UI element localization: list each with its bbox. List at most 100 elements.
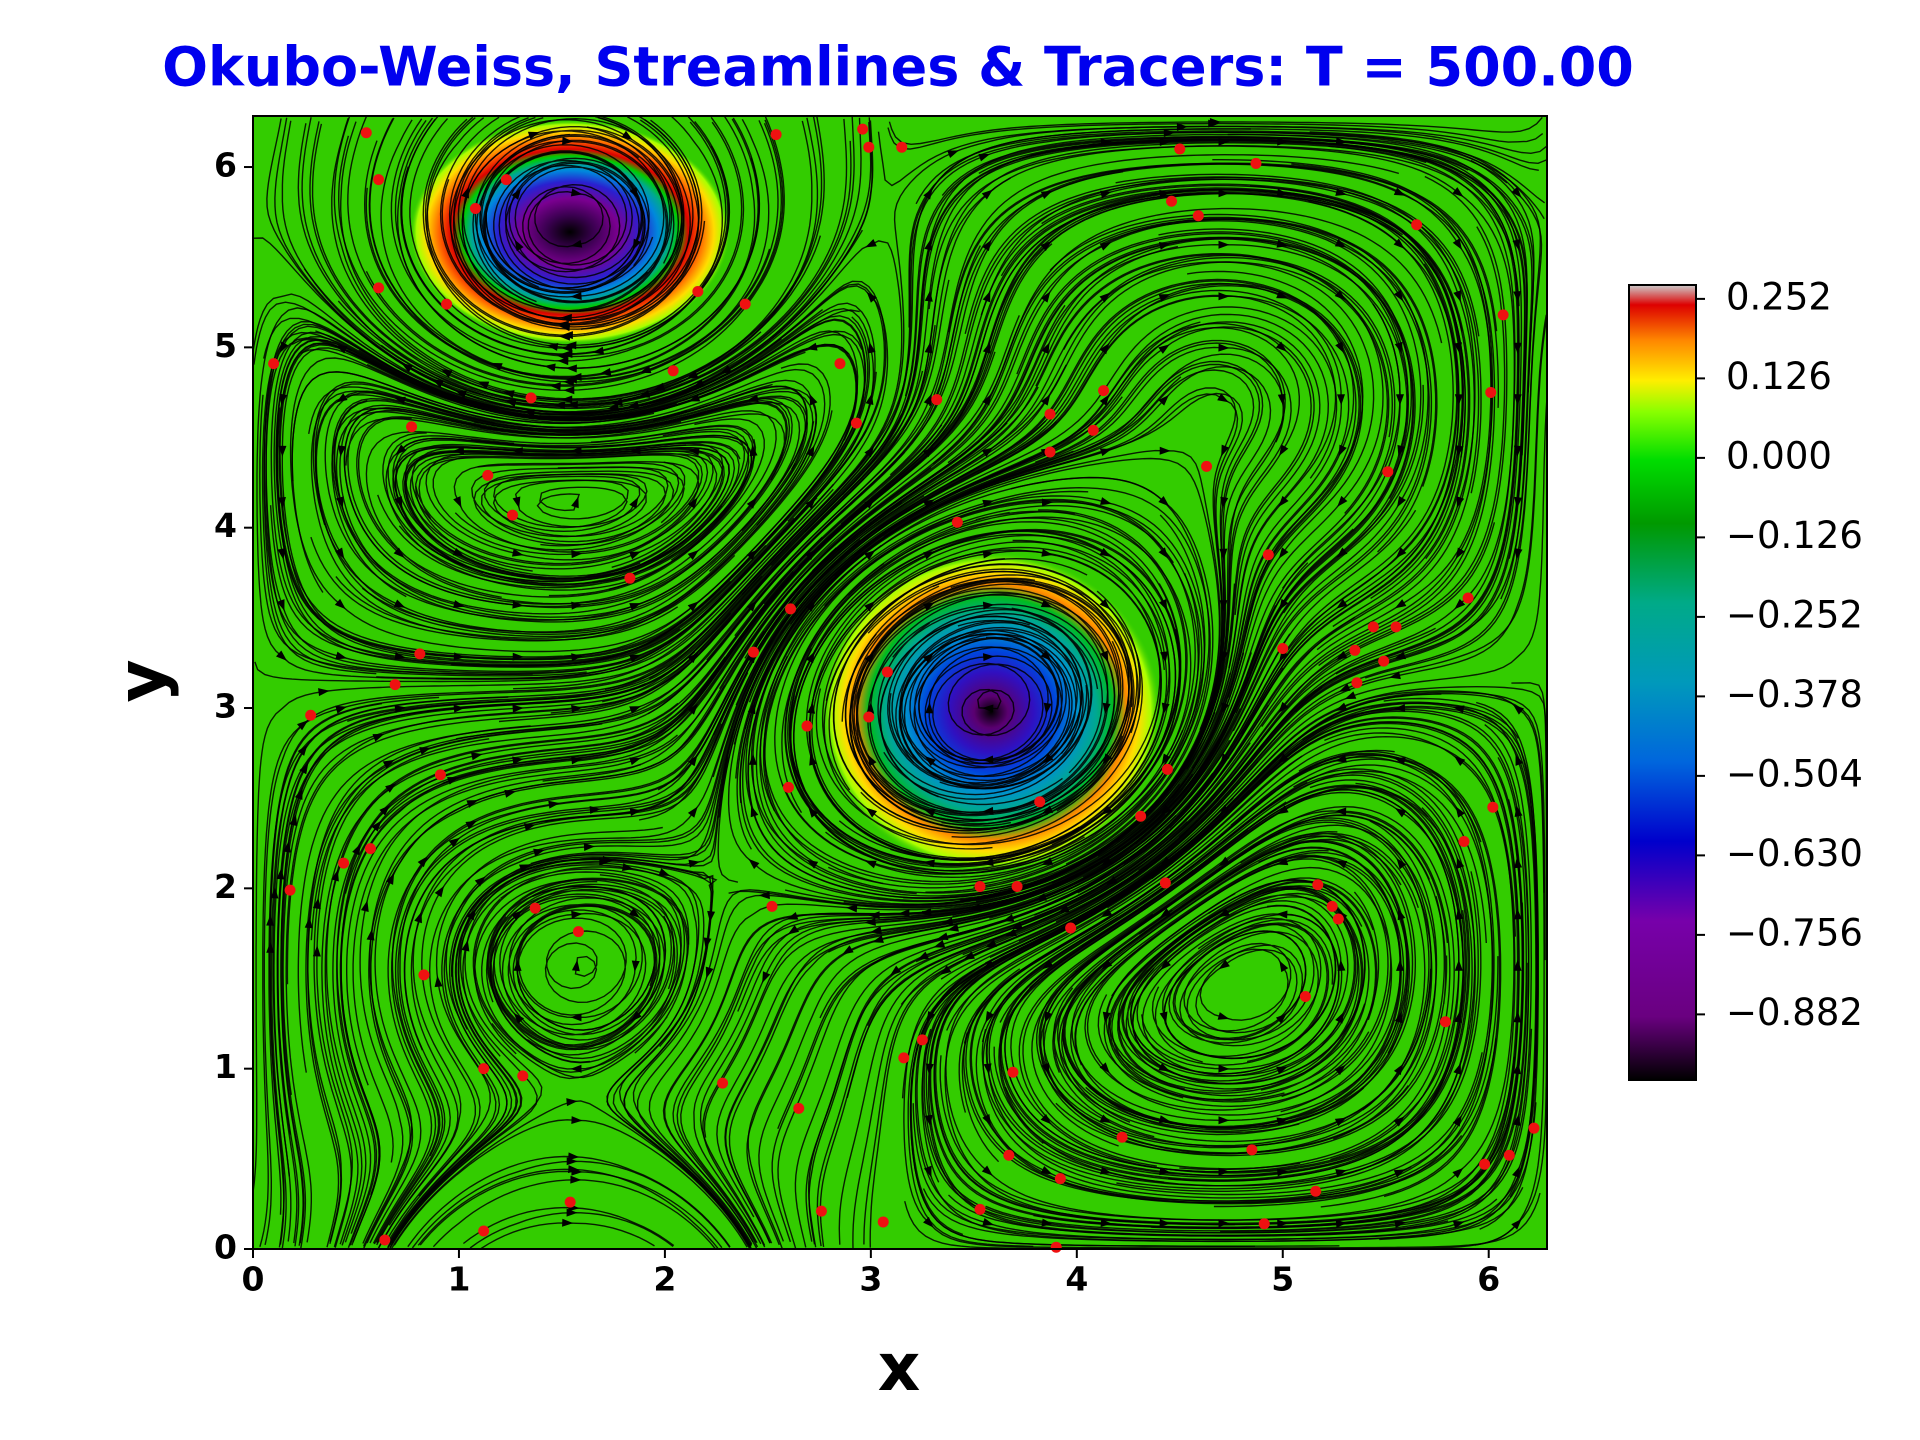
stream-arrow bbox=[872, 935, 884, 943]
tracer bbox=[1487, 801, 1499, 813]
stream-arrow bbox=[805, 600, 816, 612]
stream-arrow bbox=[629, 706, 641, 714]
stream-arrow bbox=[1337, 394, 1346, 406]
stream-arrow bbox=[1099, 342, 1110, 355]
tracer bbox=[1262, 549, 1274, 561]
tracer bbox=[525, 392, 537, 404]
stream-arrow bbox=[571, 1116, 583, 1125]
stream-arrow bbox=[1158, 394, 1169, 406]
stream-arrow bbox=[746, 497, 757, 509]
tracer bbox=[766, 900, 778, 912]
stream-arrow bbox=[1040, 394, 1051, 406]
stream-arrow bbox=[1394, 599, 1407, 609]
stream-arrow bbox=[393, 547, 405, 558]
stream-arrow bbox=[571, 496, 579, 509]
stream-arrow bbox=[1512, 238, 1521, 251]
tracer bbox=[1528, 1122, 1540, 1134]
tracer bbox=[500, 174, 512, 186]
tracer bbox=[1044, 446, 1056, 458]
y-tick-label: 0 bbox=[214, 1228, 237, 1267]
tracer bbox=[931, 394, 943, 406]
stream-arrow bbox=[1217, 393, 1229, 403]
stream-arrow bbox=[1099, 598, 1111, 610]
stream-arrow bbox=[1513, 1062, 1522, 1075]
stream-arrow bbox=[335, 547, 345, 559]
stream-arrow bbox=[748, 858, 760, 870]
stream-arrow bbox=[629, 603, 641, 611]
axes-frame bbox=[252, 115, 1548, 1250]
stream-arrow bbox=[448, 837, 461, 848]
stream-arrow bbox=[1394, 341, 1403, 354]
stream-arrow bbox=[1454, 598, 1466, 610]
x-tick-label: 1 bbox=[447, 1260, 470, 1299]
stream-arrow bbox=[923, 446, 934, 458]
stream-arrow bbox=[982, 601, 995, 610]
stream-arrow bbox=[1208, 119, 1220, 128]
stream-arrow bbox=[335, 651, 347, 660]
colorbar-tick-label: −0.882 bbox=[1726, 991, 1863, 1034]
stream-arrow bbox=[1218, 343, 1230, 352]
stream-arrow bbox=[867, 341, 876, 354]
stream-arrow bbox=[360, 900, 369, 912]
stream-arrow bbox=[1099, 1062, 1110, 1074]
stream-arrow bbox=[1454, 394, 1463, 406]
stream-arrow bbox=[434, 975, 443, 988]
stream-arrow bbox=[923, 652, 934, 664]
tracer bbox=[529, 902, 541, 914]
stream-arrow bbox=[561, 395, 573, 404]
tracer bbox=[624, 572, 636, 584]
stream-arrow bbox=[1276, 910, 1288, 919]
stream-arrow bbox=[395, 444, 407, 455]
tracer bbox=[951, 516, 963, 528]
stream-arrow bbox=[1334, 1064, 1346, 1076]
stream-arrow bbox=[1336, 599, 1348, 609]
stream-arrow bbox=[865, 807, 878, 818]
tracer bbox=[478, 1225, 490, 1237]
tracer bbox=[564, 1196, 576, 1208]
tracer bbox=[747, 646, 759, 658]
stream-arrow bbox=[504, 789, 516, 798]
stream-arrow bbox=[923, 1216, 934, 1228]
stream-arrow bbox=[1278, 495, 1289, 507]
tracer bbox=[1065, 922, 1077, 934]
tracer bbox=[1003, 1149, 1015, 1161]
stream-arrow bbox=[512, 704, 524, 713]
stream-arrow bbox=[806, 859, 819, 869]
stream-arrow bbox=[842, 945, 854, 955]
stream-arrow bbox=[1218, 240, 1230, 249]
stream-arrow bbox=[925, 702, 934, 714]
tracer bbox=[305, 709, 317, 721]
stream-arrow bbox=[688, 447, 700, 456]
tracer bbox=[414, 648, 426, 660]
stream-arrow bbox=[1218, 959, 1230, 970]
stream-arrow bbox=[1276, 290, 1288, 299]
tracer bbox=[1246, 1144, 1258, 1156]
stream-arrow bbox=[686, 370, 699, 379]
stream-arrow bbox=[1337, 495, 1348, 507]
stream-arrow bbox=[318, 688, 330, 697]
stream-arrow bbox=[394, 652, 406, 661]
tracer bbox=[1503, 1149, 1515, 1161]
y-tick-label: 5 bbox=[214, 326, 237, 365]
stream-arrow bbox=[583, 842, 595, 851]
stream-arrow bbox=[687, 703, 698, 715]
tracer bbox=[1011, 881, 1023, 893]
tracer bbox=[1390, 621, 1402, 633]
stream-arrow bbox=[1160, 651, 1168, 663]
stream-arrow bbox=[571, 550, 583, 559]
tracer bbox=[1250, 157, 1262, 169]
y-axis-label: y bbox=[103, 659, 180, 702]
stream-arrow bbox=[337, 445, 346, 457]
tracer bbox=[1479, 1158, 1491, 1170]
colorbar-tick-label: 0.000 bbox=[1726, 434, 1832, 477]
stream-arrow bbox=[1277, 393, 1286, 406]
tracer bbox=[284, 884, 296, 896]
stream-arrow bbox=[1102, 702, 1111, 715]
stream-arrow bbox=[570, 1064, 582, 1073]
tracer bbox=[785, 603, 797, 615]
x-tick-label: 4 bbox=[1065, 1260, 1088, 1299]
tracer bbox=[1135, 810, 1147, 822]
y-tick-label: 3 bbox=[214, 687, 237, 726]
tracer bbox=[389, 679, 401, 691]
